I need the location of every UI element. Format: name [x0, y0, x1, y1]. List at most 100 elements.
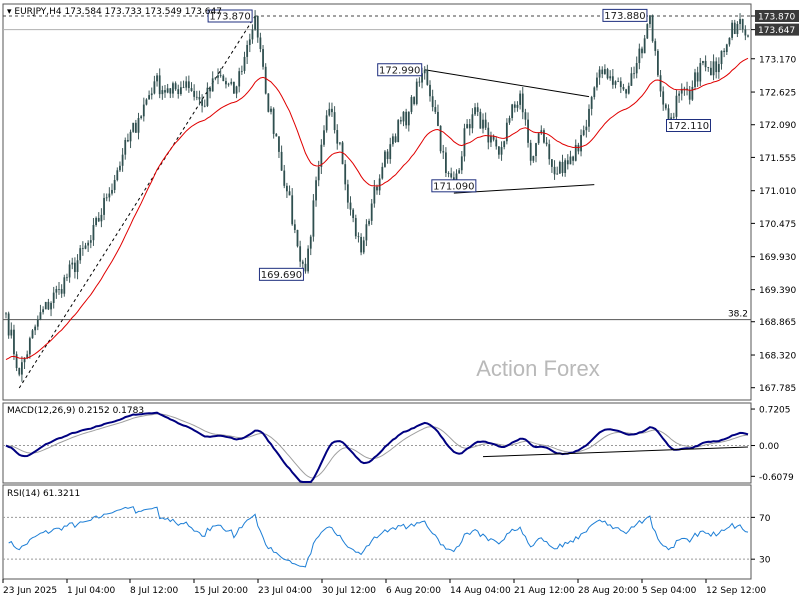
candle — [431, 89, 434, 112]
candle-body — [13, 329, 15, 355]
candle-body — [164, 90, 166, 93]
candle-body — [521, 93, 524, 113]
candle — [490, 131, 492, 148]
candle-body — [376, 186, 378, 191]
candle-body — [225, 81, 227, 85]
candle — [627, 82, 630, 95]
candle — [339, 142, 341, 146]
candle-body — [362, 240, 365, 253]
candle-body — [516, 104, 519, 108]
rsi-tick: 30 — [751, 556, 771, 566]
candle-body — [431, 96, 434, 108]
price-tick-label: 169.390 — [759, 286, 796, 296]
candle-body — [725, 44, 728, 52]
macd-tick: -0.6079 — [751, 473, 794, 483]
candle-body — [134, 122, 137, 133]
candle — [336, 124, 339, 150]
rsi-line — [8, 506, 749, 568]
candle-body — [275, 133, 278, 137]
candle-body — [413, 97, 415, 104]
candle-body — [55, 288, 58, 293]
price-tick-label: 173.870 — [758, 12, 795, 22]
candle — [439, 125, 442, 154]
candle-body — [503, 141, 506, 148]
candle-body — [137, 118, 140, 133]
candle — [609, 70, 612, 81]
candle — [646, 23, 649, 40]
candle — [500, 141, 503, 161]
candle — [246, 40, 249, 64]
price-tick-label: 171.555 — [759, 154, 796, 164]
candle — [715, 57, 718, 79]
candle — [707, 66, 710, 72]
candle — [164, 84, 166, 98]
candle-body — [26, 354, 29, 359]
time-tick-label: 14 Aug 04:00 — [450, 586, 511, 596]
candle-body — [580, 135, 582, 152]
candle — [66, 273, 68, 282]
candle-body — [79, 248, 82, 261]
candle-body — [675, 95, 678, 117]
candle-body — [180, 87, 182, 95]
price-tick: 169.930 — [751, 253, 796, 263]
candle-body — [471, 114, 474, 129]
candle — [195, 90, 198, 101]
candle-body — [704, 60, 707, 68]
candle-body — [248, 39, 251, 45]
candle-body — [678, 93, 680, 96]
candle — [243, 51, 246, 74]
candle — [137, 112, 140, 140]
candle-body — [346, 184, 349, 203]
candle-body — [633, 73, 635, 75]
candle-body — [156, 75, 158, 82]
candle-body — [389, 144, 392, 160]
candle-body — [323, 130, 325, 145]
candle-body — [169, 88, 172, 94]
candle-body — [240, 70, 243, 72]
candle — [92, 217, 95, 246]
candle — [116, 167, 119, 182]
candle-body — [484, 119, 487, 128]
candle — [293, 219, 296, 234]
candle — [482, 113, 484, 134]
candle — [325, 110, 328, 133]
candle-body — [193, 90, 196, 97]
candle-body — [132, 122, 135, 132]
candle — [31, 329, 34, 339]
candle-body — [227, 83, 230, 85]
candle-body — [116, 170, 119, 180]
candle-body — [585, 126, 588, 131]
candle — [357, 232, 360, 243]
price-tick-box — [755, 23, 799, 36]
candle — [36, 315, 39, 331]
candle-body — [532, 156, 535, 161]
candle-body — [736, 24, 739, 34]
candle-body — [254, 15, 256, 30]
candle-body — [309, 236, 312, 249]
candle-body — [23, 358, 26, 363]
candle-body — [153, 81, 156, 94]
candle-body — [386, 151, 389, 160]
candle-body — [66, 277, 68, 279]
candle — [185, 76, 188, 91]
candle-body — [437, 111, 439, 126]
candle — [733, 19, 736, 35]
candle — [545, 137, 548, 147]
candle-body — [582, 130, 585, 136]
candle — [468, 118, 471, 136]
candle — [240, 65, 243, 75]
price-candles — [5, 10, 749, 382]
candle-body — [328, 108, 331, 116]
rsi-tick-label: 30 — [759, 556, 771, 566]
candle-body — [511, 104, 514, 119]
candle — [537, 132, 540, 145]
candle-body — [728, 37, 731, 45]
candle — [723, 48, 726, 58]
candle-body — [564, 160, 567, 173]
annotation-box — [666, 119, 711, 133]
candle — [588, 104, 590, 132]
candle — [312, 194, 315, 242]
candle-body — [331, 108, 333, 113]
candle — [630, 67, 633, 86]
